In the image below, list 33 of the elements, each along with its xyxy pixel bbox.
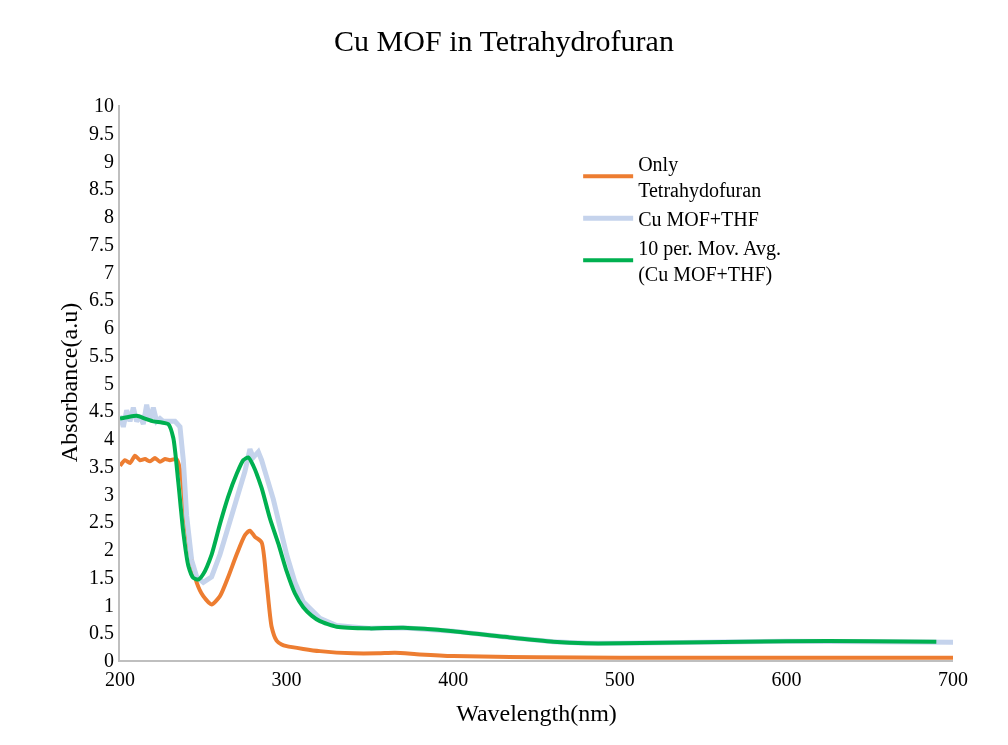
y-tick-label: 3.5 <box>89 454 114 477</box>
y-tick-label: 7 <box>104 260 114 283</box>
y-tick-label: 1.5 <box>89 565 114 588</box>
legend-label: Cu MOF+THF <box>638 208 759 231</box>
legend-label: Only Tetrahydofuran <box>638 153 762 203</box>
y-tick-label: 1 <box>104 593 114 616</box>
y-tick-label: 5.5 <box>89 343 114 366</box>
y-tick-label: 6 <box>104 316 114 338</box>
y-tick-label: 8 <box>104 205 114 227</box>
y-tick-label: 8.5 <box>89 177 114 200</box>
y-tick-label: 10 <box>94 94 114 116</box>
y-tick-label: 2 <box>104 538 114 560</box>
legend-label: 10 per. Mov. Avg. (Cu MOF+THF) <box>638 237 781 287</box>
y-tick-label: 3 <box>104 482 114 505</box>
x-tick-label: 600 <box>771 668 802 690</box>
x-tick-label: 400 <box>438 668 469 690</box>
y-tick-label: 0.5 <box>89 621 114 644</box>
y-tick-label: 6.5 <box>89 288 114 311</box>
x-tick-label: 200 <box>105 668 135 690</box>
y-axis-title: Absorbance(a.u) <box>55 302 82 463</box>
y-tick-label: 0 <box>104 649 114 671</box>
y-tick-label: 2.5 <box>89 510 114 533</box>
chart-title: Cu MOF in Tetrahydrofuran <box>334 23 674 57</box>
y-tick-label: 7.5 <box>89 232 114 255</box>
y-tick-label: 9 <box>104 149 114 172</box>
x-tick-label: 500 <box>604 668 635 690</box>
y-tick-label: 4.5 <box>89 399 114 422</box>
y-tick-label: 4 <box>104 427 114 449</box>
y-tick-label: 5 <box>104 371 114 394</box>
x-axis-title: Wavelength(nm) <box>456 699 617 726</box>
y-tick-label: 9.5 <box>89 121 114 144</box>
x-tick-label: 300 <box>271 668 302 690</box>
x-tick-label: 700 <box>938 668 968 690</box>
